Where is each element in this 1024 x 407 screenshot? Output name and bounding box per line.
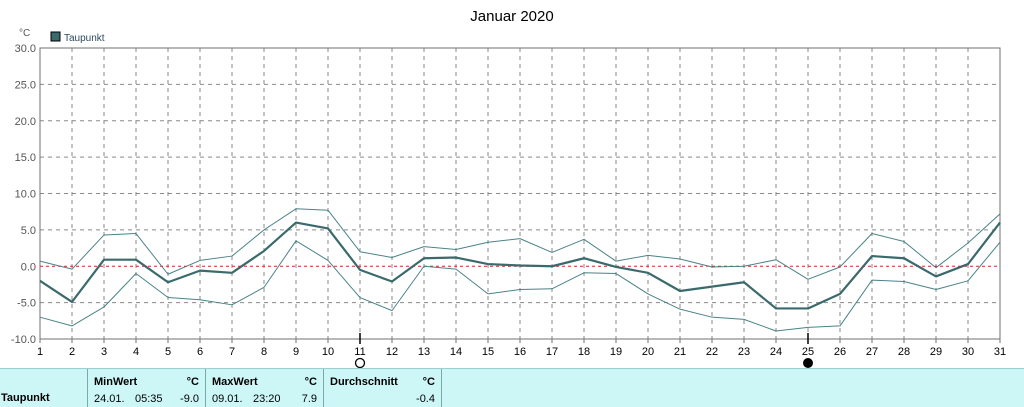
- x-tick-label: 11: [354, 346, 365, 358]
- stats-separator: [441, 369, 442, 407]
- x-tick-label: 27: [866, 346, 878, 358]
- stats-max-date: 09.01.: [212, 393, 243, 405]
- stats-min-cell: MinWert °C 24.01. 05:35 -9.0: [88, 369, 205, 407]
- x-tick-label: 26: [834, 346, 846, 358]
- series-line-average: [39, 221, 1001, 310]
- series-line-min: [39, 240, 1001, 332]
- x-tick-label: 21: [674, 346, 686, 358]
- moon-markers: [354, 333, 813, 368]
- dewpoint-chart: Januar 2020 °C Taupunkt 30.025.020.015.0…: [11, 8, 1006, 368]
- x-tick-label: 30: [962, 346, 974, 358]
- grid: [40, 48, 1000, 339]
- series: [39, 208, 1001, 332]
- x-tick-label: 1: [37, 346, 43, 358]
- x-tick-label: 9: [293, 346, 299, 358]
- stats-min-time: 05:35: [135, 393, 163, 405]
- x-tick-label: 20: [642, 346, 654, 358]
- y-tick-label: 30.0: [15, 43, 36, 55]
- x-tick-label: 17: [546, 346, 558, 358]
- x-tick-label: 19: [610, 346, 622, 358]
- x-tick-label: 10: [322, 346, 334, 358]
- x-tick-label: 3: [101, 346, 107, 358]
- x-tick-label: 22: [706, 346, 718, 358]
- x-tick-label: 15: [482, 346, 494, 358]
- stats-separator: [205, 369, 206, 407]
- axes: 30.025.020.015.010.05.00.0-5.0-10.01 2 3 4 5…: [11, 43, 1006, 358]
- stats-separator: [323, 369, 324, 407]
- legend-swatch: [50, 31, 61, 42]
- x-tick-label: 25: [802, 346, 814, 358]
- x-tick-label: 18: [578, 346, 590, 358]
- y-tick-label: -5.0: [17, 298, 36, 310]
- stats-avg-unit: °C: [422, 376, 435, 388]
- series-line-max: [39, 208, 1001, 280]
- legend-label: Taupunkt: [64, 33, 105, 44]
- x-tick-label: 23: [738, 346, 750, 358]
- y-tick-label: 20.0: [15, 116, 36, 128]
- x-tick-label: 13: [418, 346, 430, 358]
- stats-min-date: 24.01.: [94, 393, 125, 405]
- stats-separator: [87, 369, 88, 407]
- stats-max-time: 23:20: [253, 393, 281, 405]
- x-tick-label: 6: [197, 346, 203, 358]
- stats-avg-value: -0.4: [416, 393, 435, 405]
- y-tick-label: 0.0: [21, 261, 36, 273]
- stats-bar: Taupunkt MinWert °C 24.01. 05:35 -9.0 Ma…: [0, 368, 1024, 407]
- stats-max-unit: °C: [304, 376, 317, 388]
- x-tick-label: 5: [165, 346, 171, 358]
- y-unit-label: °C: [19, 28, 30, 39]
- stats-max-cell: MaxWert °C 09.01. 23:20 7.9: [206, 369, 323, 407]
- x-tick-label: 31: [994, 346, 1006, 358]
- x-tick-label: 8: [261, 346, 267, 358]
- new-moon-icon: [803, 358, 813, 368]
- x-tick-label: 12: [386, 346, 398, 358]
- y-tick-label: 25.0: [15, 79, 36, 91]
- x-tick-label: 2: [69, 346, 75, 358]
- x-tick-label: 4: [133, 346, 139, 358]
- x-tick-label: 14: [450, 346, 462, 358]
- chart-title: Januar 2020: [470, 8, 553, 25]
- stats-max-header: MaxWert: [212, 376, 258, 388]
- x-tick-label: 24: [770, 346, 782, 358]
- y-tick-label: 15.0: [15, 152, 36, 164]
- stats-row-label: Taupunkt: [1, 392, 50, 404]
- stats-min-value: -9.0: [180, 393, 199, 405]
- stats-avg-header: Durchschnitt: [330, 376, 398, 388]
- stats-min-unit: °C: [186, 376, 199, 388]
- x-tick-label: 7: [229, 346, 235, 358]
- y-tick-label: 5.0: [21, 225, 36, 237]
- y-tick-label: 10.0: [15, 189, 36, 201]
- stats-max-value: 7.9: [301, 393, 317, 405]
- x-tick-label: 29: [930, 346, 942, 358]
- plot-frame: [39, 47, 1001, 340]
- x-tick-label: 28: [898, 346, 910, 358]
- stats-avg-cell: Durchschnitt °C -0.4: [324, 369, 441, 407]
- stats-min-header: MinWert: [94, 376, 138, 388]
- y-tick-label: -10.0: [11, 334, 36, 346]
- moon-quarter-icon: [354, 357, 366, 368]
- x-tick-label: 16: [514, 346, 526, 358]
